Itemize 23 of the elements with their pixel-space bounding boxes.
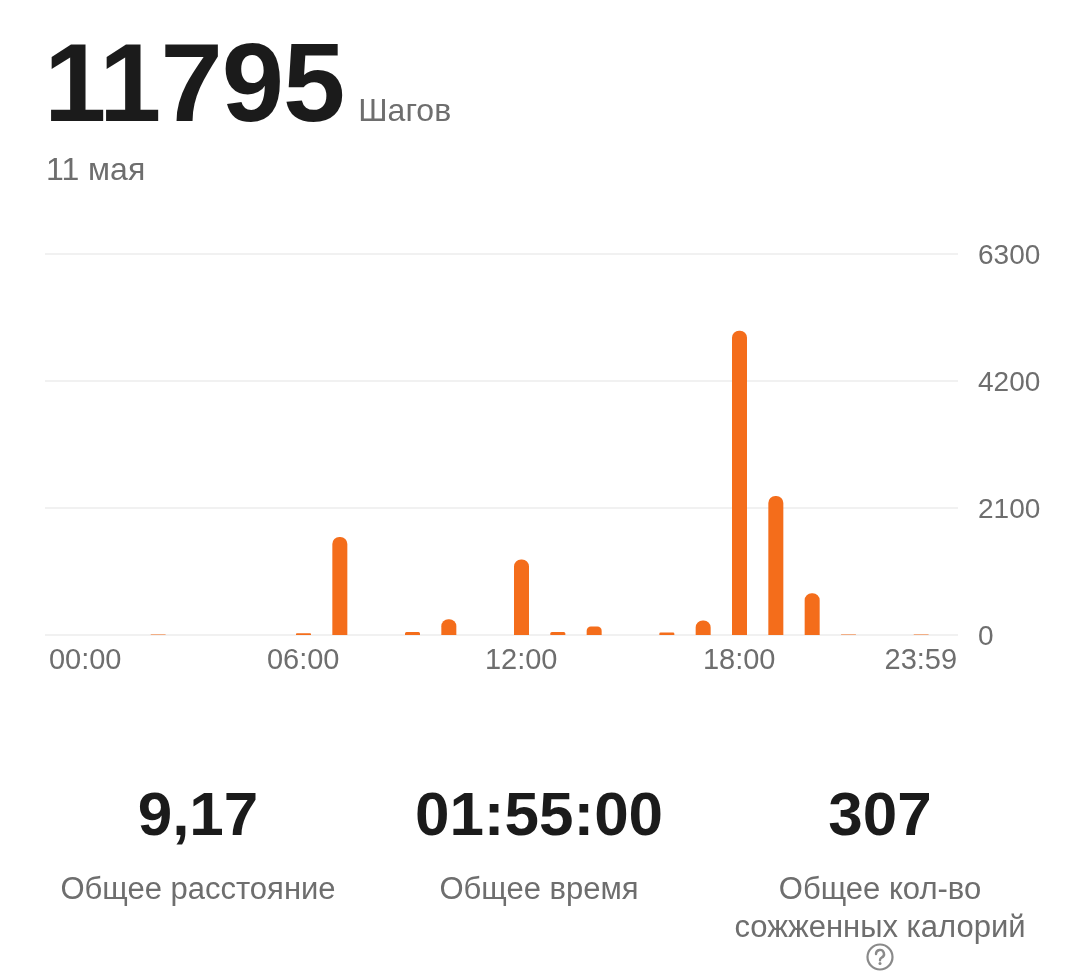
y-tick-label: 2100	[978, 492, 1041, 524]
bar	[804, 593, 820, 635]
bar	[332, 537, 348, 635]
bar	[514, 559, 529, 635]
text: 307	[828, 779, 932, 848]
y-tick-label: 4200	[978, 365, 1041, 397]
bar	[732, 330, 747, 635]
y-tick-label: 6300	[978, 238, 1041, 270]
text: Общее время	[439, 871, 639, 906]
y-tick-label: 0	[978, 619, 994, 651]
chart-subtitle: Шагов	[358, 92, 452, 128]
x-tick-label: 18:00	[702, 642, 776, 675]
bar	[768, 495, 784, 635]
chart-title: 11795	[44, 20, 345, 145]
x-tick-label: 23:59	[884, 642, 958, 675]
text: Общее кол-во сожженных калорий	[734, 871, 1026, 944]
text: 9,17	[137, 779, 259, 848]
x-tick-label: 12:00	[484, 642, 558, 675]
text: 11 мая	[46, 151, 146, 187]
text: 01:55:00	[414, 779, 664, 848]
text: Общее расстояние	[60, 871, 336, 906]
x-tick-label: 00:00	[48, 642, 122, 675]
x-tick-label: 06:00	[266, 642, 340, 675]
